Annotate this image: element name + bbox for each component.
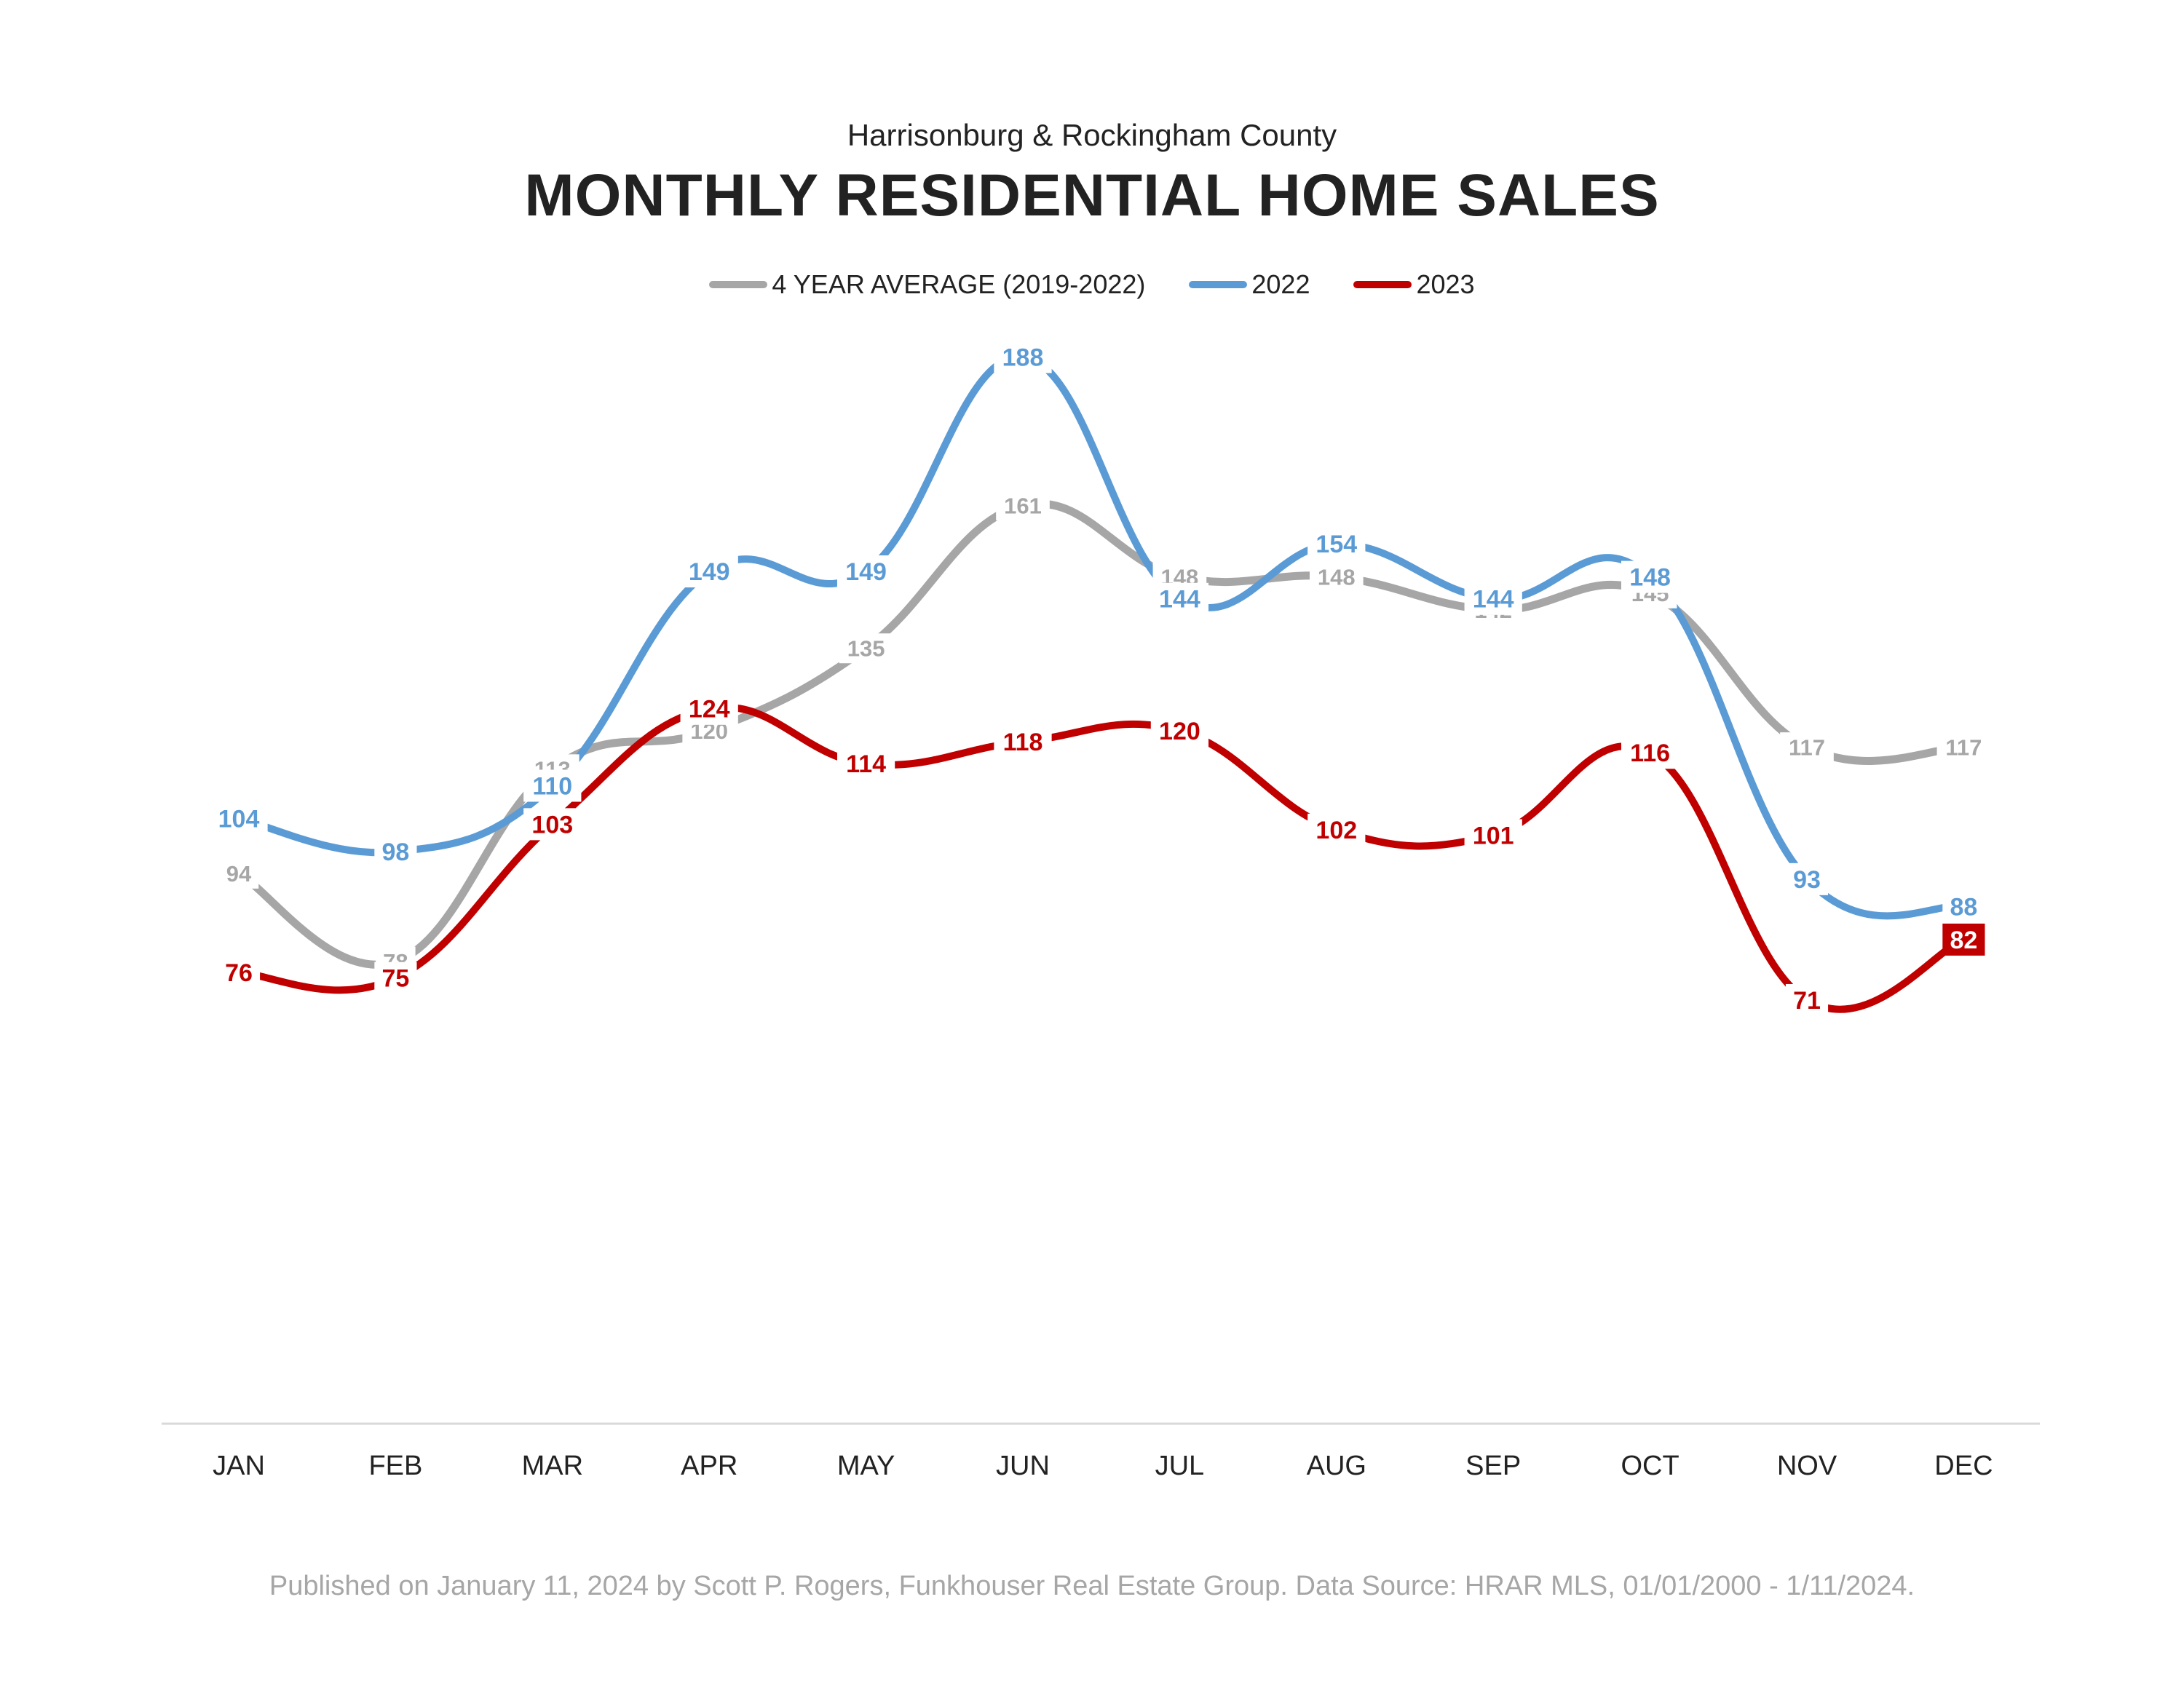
data-label-average: 117 — [1945, 735, 1982, 761]
data-label-2022: 148 — [1629, 564, 1671, 592]
data-label-bg — [680, 555, 738, 588]
data-label-2022: 110 — [532, 772, 572, 800]
legend-label-2022: 2022 — [1251, 269, 1310, 299]
data-label-2023: 118 — [1003, 729, 1043, 756]
data-label-bg — [1307, 813, 1366, 846]
x-tick-label: AUG — [1307, 1451, 1366, 1481]
data-label-bg — [1307, 528, 1366, 560]
data-label-bg — [1150, 715, 1209, 747]
data-label-2022: 104 — [218, 806, 260, 833]
data-label-average: 161 — [1004, 493, 1042, 518]
data-label-bg — [218, 858, 259, 889]
data-label-2023: 102 — [1315, 817, 1357, 844]
data-label-bg — [994, 726, 1052, 758]
data-label-average: 135 — [847, 636, 885, 662]
legend-swatch-2023 — [1353, 281, 1412, 288]
data-label-bg — [1621, 737, 1679, 769]
data-label-2022: 98 — [381, 838, 409, 866]
chart-subtitle: Harrisonburg & Rockingham County — [847, 118, 1337, 152]
data-label-average: 148 — [1318, 564, 1356, 590]
legend-label-2023: 2023 — [1416, 269, 1475, 299]
data-label-bg — [1942, 890, 1985, 923]
legend-swatch-average — [709, 281, 768, 288]
legend-swatch-2022 — [1189, 281, 1248, 288]
data-label-bg — [1621, 560, 1679, 593]
data-label-2023: 114 — [846, 750, 886, 778]
data-label-average: 117 — [1789, 735, 1825, 761]
x-tick-label: JAN — [213, 1451, 265, 1481]
data-label-bg — [523, 808, 582, 841]
x-tick-label: NOV — [1777, 1451, 1837, 1481]
footer-credit: Published on January 11, 2024 by Scott P… — [269, 1571, 1915, 1601]
x-tick-label: DEC — [1934, 1451, 1993, 1481]
data-label-2022: 88 — [1950, 894, 1977, 921]
chart-title: MONTHLY RESIDENTIAL HOME SALES — [524, 162, 1660, 229]
data-label-bg — [1785, 863, 1829, 895]
data-label-2023: 101 — [1473, 822, 1514, 849]
data-label-bg — [1936, 732, 1991, 763]
data-label-bg — [839, 633, 893, 664]
data-label-bg — [1942, 923, 1985, 956]
data-label-bg — [374, 836, 417, 868]
data-label-bg — [1785, 983, 1829, 1016]
x-tick-label: JUL — [1155, 1451, 1205, 1481]
series-line-average — [234, 499, 1968, 969]
data-label-bg — [523, 769, 582, 802]
legend-label-average: 4 YEAR AVERAGE (2019-2022) — [772, 269, 1146, 299]
data-label-2022: 188 — [1002, 344, 1044, 372]
data-label-bg — [680, 692, 738, 725]
x-tick-label: MAY — [837, 1451, 895, 1481]
data-label-bg — [1150, 582, 1209, 615]
series-line-2023 — [235, 703, 1968, 1013]
x-tick-label: OCT — [1621, 1451, 1679, 1481]
data-label-2023: 124 — [689, 696, 730, 723]
x-tick-label: APR — [681, 1451, 737, 1481]
data-label-bg — [1464, 819, 1522, 852]
data-label-average: 94 — [226, 861, 252, 887]
data-label-bg — [374, 962, 417, 994]
data-label-bg — [994, 341, 1052, 373]
data-label-2023: 120 — [1159, 718, 1200, 745]
x-tick-label: FEB — [368, 1451, 422, 1481]
data-label-bg — [217, 956, 261, 989]
data-label-bg — [996, 490, 1050, 520]
legend-item-2023: 2023 — [1353, 269, 1475, 300]
x-tick-label: SEP — [1465, 1451, 1521, 1481]
data-label-bg — [1309, 562, 1364, 592]
legend-item-2022: 2022 — [1189, 269, 1310, 300]
data-label-2023: 76 — [225, 959, 253, 987]
data-label-2022: 149 — [845, 558, 887, 586]
data-label-bg — [1464, 582, 1522, 615]
x-tick-label: JUN — [996, 1451, 1050, 1481]
data-label-2023: 75 — [381, 965, 409, 993]
data-label-2023: 82 — [1950, 927, 1977, 954]
data-label-2022: 144 — [1159, 586, 1200, 614]
data-label-2022: 149 — [689, 558, 730, 586]
chart-legend: 4 YEAR AVERAGE (2019-2022) 2022 2023 — [0, 269, 2184, 300]
x-tick-label: MAR — [522, 1451, 583, 1481]
data-label-2022: 93 — [1793, 866, 1821, 894]
data-label-2023: 103 — [531, 811, 573, 838]
legend-item-average: 4 YEAR AVERAGE (2019-2022) — [709, 269, 1145, 300]
data-label-bg — [836, 748, 895, 780]
data-label-2022: 154 — [1315, 531, 1357, 558]
data-label-2023: 116 — [1630, 740, 1670, 767]
data-label-bg — [836, 555, 895, 588]
data-label-2023: 71 — [1793, 987, 1821, 1015]
data-label-bg — [210, 802, 268, 835]
data-label-bg — [1780, 732, 1834, 763]
data-label-2022: 144 — [1473, 586, 1514, 614]
